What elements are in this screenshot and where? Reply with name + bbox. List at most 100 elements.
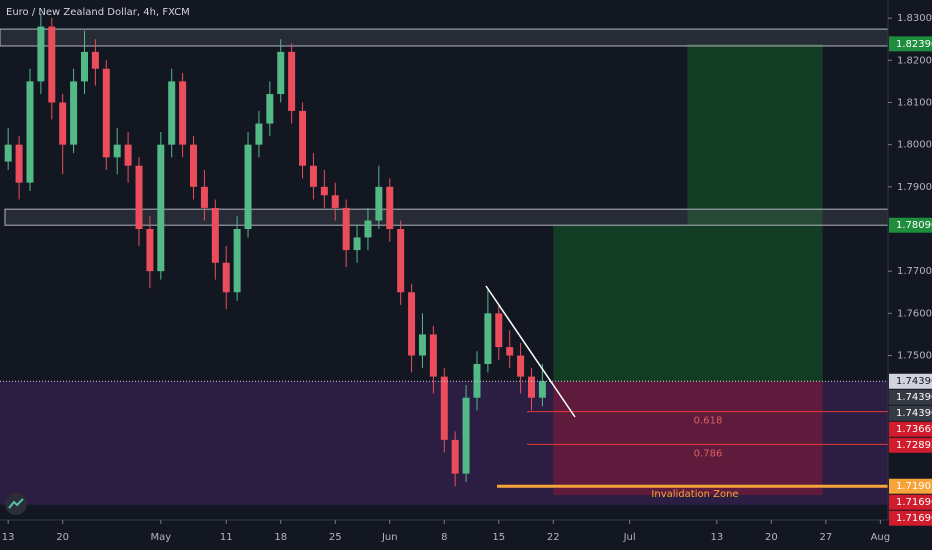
candle-body (80, 51, 88, 82)
candle-body (15, 144, 23, 183)
candle-body (506, 347, 514, 356)
price-label-box (889, 510, 932, 526)
candle-body (255, 123, 263, 145)
candle-body (538, 381, 546, 398)
x-tick-label: 27 (819, 532, 832, 543)
candle-body (26, 81, 34, 183)
candle-body (484, 313, 492, 364)
price-label-box (889, 36, 932, 52)
candle-body (244, 144, 252, 230)
candle-body (440, 376, 448, 440)
stop-box (553, 381, 823, 496)
y-tick-label: 1.80000 (897, 140, 932, 151)
y-tick-label: 1.77000 (897, 266, 932, 277)
candle-body (37, 26, 45, 82)
x-tick-label: Jun (381, 532, 398, 543)
candle-body (451, 439, 459, 474)
price-axis (888, 0, 932, 550)
price-label-box (889, 217, 932, 233)
price-label-box (889, 405, 932, 421)
target-box (687, 43, 823, 226)
candle-body (4, 144, 12, 162)
price-label: 1.73669 (896, 424, 932, 435)
price-label-box (889, 494, 932, 510)
x-tick-label: 8 (441, 532, 447, 543)
x-tick-label: 15 (492, 532, 505, 543)
price-label: 1.74390 (896, 376, 932, 387)
candle-body (277, 51, 285, 95)
candle-body (91, 51, 99, 69)
candle-body (495, 313, 503, 348)
price-label: 1.71690 (896, 497, 932, 508)
x-tick-label: 13 (2, 532, 15, 543)
x-tick-label: 13 (710, 532, 723, 543)
x-tick-label: 18 (274, 532, 287, 543)
x-tick-label: May (150, 532, 171, 543)
candle-body (113, 144, 121, 158)
candle-body (517, 355, 525, 377)
candle-body (124, 144, 132, 166)
candle-body (429, 334, 437, 377)
candle-body (353, 237, 361, 251)
candle-body (222, 262, 230, 293)
candle-body (233, 229, 241, 293)
candle-body (342, 207, 350, 251)
price-label-box (889, 437, 932, 453)
invalidation-label: Invalidation Zone (651, 489, 738, 500)
y-tick-label: 1.75000 (897, 351, 932, 362)
time-axis (0, 520, 888, 550)
candle-body (309, 165, 317, 187)
y-tick-label: 1.79000 (897, 182, 932, 193)
candle-body (48, 26, 56, 103)
candle-body (331, 195, 339, 208)
candle-body (473, 363, 481, 398)
candle-body (288, 51, 296, 111)
price-label-box (889, 421, 932, 437)
candle-body (386, 186, 394, 230)
price-label: 1.72892 (896, 440, 932, 451)
candle-body (70, 81, 78, 145)
x-tick-label: Jul (623, 532, 636, 543)
candle-body (418, 334, 426, 356)
x-tick-label: 22 (547, 532, 560, 543)
logo (5, 493, 27, 515)
chart-title: Euro / New Zealand Dollar, 4h, FXCM (6, 7, 190, 18)
candle-body (462, 397, 470, 474)
price-label: 1.74390 (896, 408, 932, 419)
y-tick-label: 1.83000 (897, 13, 932, 24)
candle-body (59, 102, 67, 145)
y-tick-label: 1.81000 (897, 97, 932, 108)
x-tick-label: 11 (220, 532, 233, 543)
x-tick-label: Aug (871, 532, 891, 543)
x-tick-label: 20 (56, 532, 69, 543)
candle-body (299, 110, 307, 166)
price-label: 1.71690 (896, 513, 932, 524)
candle-body (157, 144, 165, 272)
price-label-box (889, 478, 932, 494)
price-label-box (889, 373, 932, 389)
axes: 1.83000 1.82000 1.81000 1.80000 1.79000 1.770… (2, 13, 932, 543)
y-tick-label: 1.82000 (897, 55, 932, 66)
candle-body (135, 165, 143, 230)
candle-body (102, 68, 110, 158)
candle-body (527, 376, 535, 398)
fib-label: 0.786 (694, 448, 723, 459)
price-label: 1.78090 (896, 220, 932, 231)
candle-body (364, 220, 372, 238)
fib-label: 0.618 (694, 416, 723, 427)
x-tick-label: 20 (765, 532, 778, 543)
price-label-box (889, 389, 932, 405)
candle-body (375, 186, 383, 221)
price-label: 1.82390 (896, 39, 932, 50)
target-box (553, 225, 823, 382)
x-tick-label: 25 (329, 532, 342, 543)
y-tick-label: 1.76000 (897, 308, 932, 319)
candle-body (397, 229, 405, 293)
price-label: 1.74390 (896, 392, 932, 403)
candle-body (266, 94, 274, 124)
candle-body (168, 81, 176, 145)
candle-body (211, 207, 219, 263)
candle-body (179, 81, 187, 145)
